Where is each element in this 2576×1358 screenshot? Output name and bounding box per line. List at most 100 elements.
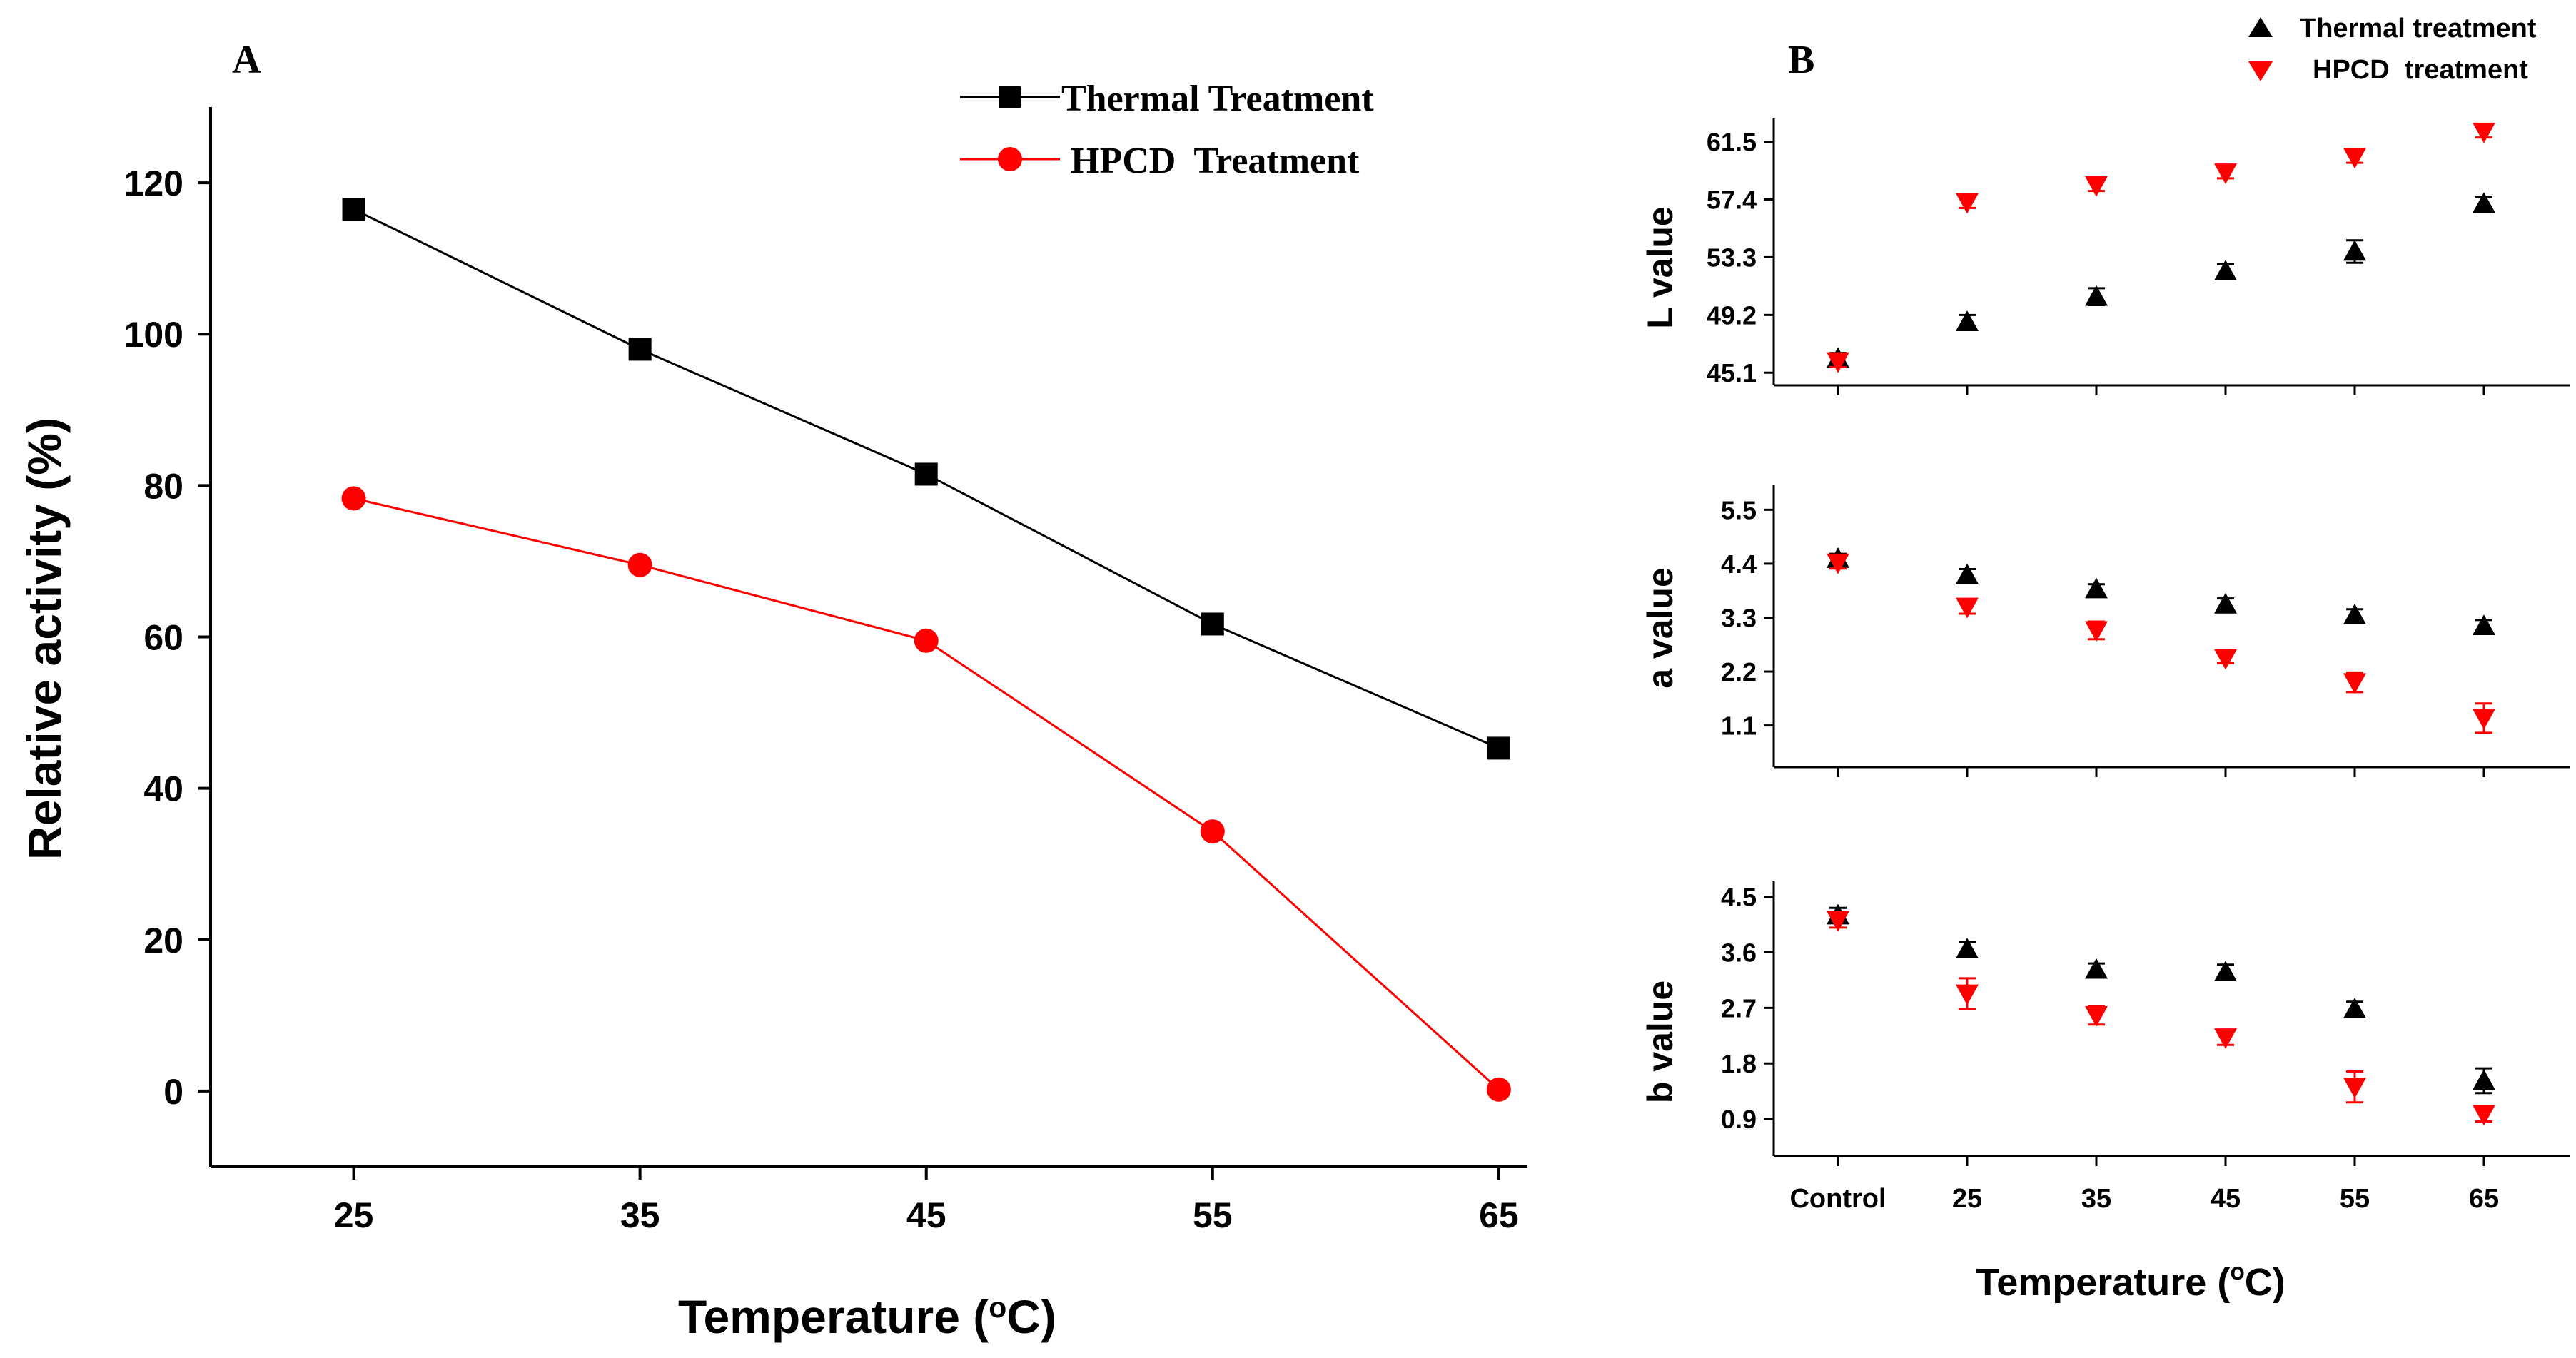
legend-label-hpcd-b: HPCD treatment: [2313, 55, 2528, 85]
panel-a: A 0 20 40 60 80 100 120 25 35 45 55 65 Temperature…: [18, 38, 1527, 1343]
y-tick-label: 0: [163, 1072, 183, 1112]
y-tick-label: 45.1: [1707, 358, 1757, 387]
data-point-thermal: [2085, 577, 2108, 599]
x-tick-label: 45: [906, 1195, 946, 1235]
x-tick-label: Control: [1789, 1184, 1886, 1214]
data-point-thermal: [1956, 563, 1979, 584]
y-tick-label: 1.1: [1721, 711, 1757, 741]
data-point-hpcd: [2085, 621, 2108, 642]
data-point-thermal: [914, 462, 938, 486]
data-point-hpcd: [1827, 352, 1849, 373]
y-tick-label: 1.8: [1721, 1049, 1757, 1078]
data-point-thermal: [2473, 192, 2495, 213]
data-point-thermal: [2473, 614, 2495, 635]
y-ticks-l: 45.1 49.2 53.3 57.4 61.5: [1707, 128, 1774, 387]
data-point-hpcd: [1956, 193, 1979, 214]
data-point-hpcd: [2473, 122, 2495, 143]
data-point-thermal: [2214, 961, 2237, 981]
data-point-thermal: [1956, 938, 1979, 958]
data-point-hpcd: [2214, 1028, 2237, 1049]
data-point-thermal: [342, 198, 365, 221]
data-point-hpcd: [341, 486, 366, 511]
data-point-thermal: [628, 338, 652, 361]
legend-a: Thermal Treatment HPCD Treatment: [960, 78, 1374, 181]
panel-label-a: A: [232, 38, 261, 82]
data-point-hpcd: [2473, 1105, 2495, 1126]
y-axis-title-b-value: b value: [1640, 981, 1680, 1103]
legend-label-thermal-a: Thermal Treatment: [1061, 78, 1374, 119]
y-tick-label: 40: [143, 769, 183, 809]
y-ticks-a-value: 1.1 2.2 3.3 4.4 5.5: [1721, 495, 1774, 741]
x-tick-label: 25: [1952, 1184, 1982, 1214]
x-tick-label: 35: [2081, 1184, 2111, 1214]
data-point-hpcd: [627, 552, 652, 577]
data-point-hpcd: [2343, 148, 2366, 169]
data-point-hpcd: [2214, 163, 2237, 184]
y-tick-label: 49.2: [1707, 300, 1757, 330]
y-ticks-b-value: 0.9 1.8 2.7 3.6 4.5: [1721, 883, 1774, 1134]
x-axis-title-b: Temperature (oC): [1976, 1259, 2285, 1304]
panel-label-b: B: [1788, 38, 1814, 82]
data-point-hpcd: [1956, 984, 1979, 1005]
y-ticks-a: 0 20 40 60 80 100 120: [124, 163, 211, 1112]
legend-label-thermal-b: Thermal treatment: [2300, 14, 2537, 44]
data-point-thermal: [1956, 310, 1979, 331]
x-ticks-a-value: [1837, 767, 2485, 777]
series-a-value: [1827, 547, 2495, 734]
data-point-thermal: [2214, 260, 2237, 280]
x-tick-label: 65: [1479, 1195, 1519, 1235]
y-tick-label: 3.6: [1721, 938, 1757, 967]
data-point-hpcd: [1200, 819, 1225, 844]
data-point-thermal: [1487, 736, 1510, 760]
legend-triangle-up-marker: [2248, 17, 2273, 37]
x-tick-label: 35: [620, 1195, 660, 1235]
y-axis-title-l: L value: [1640, 206, 1680, 328]
y-tick-label: 4.4: [1721, 549, 1757, 579]
data-point-hpcd: [2473, 709, 2495, 730]
subplot-l-value: 45.1 49.2 53.3 57.4 61.5 L value: [1640, 118, 2570, 395]
data-point-hpcd: [1486, 1077, 1511, 1102]
y-tick-label: 80: [143, 466, 183, 506]
x-tick-label: 25: [334, 1195, 374, 1235]
series-line-hpcd: [353, 497, 1500, 1090]
x-tick-label: 45: [2211, 1184, 2241, 1214]
data-point-thermal: [1201, 612, 1224, 636]
legend-square-marker: [999, 86, 1021, 108]
y-axis-title-a-value: a value: [1640, 567, 1680, 689]
data-point-hpcd: [1827, 911, 1849, 932]
data-point-hpcd: [1827, 553, 1849, 574]
data-point-thermal: [2214, 592, 2237, 614]
x-tick-label: 55: [1193, 1195, 1233, 1235]
series-a: [341, 198, 1511, 1102]
y-tick-label: 100: [124, 315, 183, 355]
y-tick-label: 53.3: [1707, 243, 1757, 272]
y-tick-label: 57.4: [1707, 185, 1757, 214]
legend-b: Thermal treatment HPCD treatment: [2248, 14, 2537, 85]
x-ticks-a: 25 35 45 55 65: [334, 1167, 1519, 1235]
data-point-hpcd: [2085, 176, 2108, 197]
x-tick-label: 65: [2469, 1184, 2499, 1214]
y-tick-label: 120: [124, 163, 183, 203]
y-axis-title-a: Relative activity (%): [18, 417, 71, 860]
data-point-thermal: [2085, 285, 2108, 306]
y-tick-label: 0.9: [1721, 1105, 1757, 1134]
data-point-thermal: [2473, 1069, 2495, 1090]
data-point-hpcd: [2214, 649, 2237, 670]
x-axis-title-a: Temperature (oC): [678, 1290, 1056, 1343]
y-tick-label: 61.5: [1707, 128, 1757, 157]
panel-b: B Thermal treatment HPCD treatment 45.14…: [1640, 14, 2570, 1304]
subplot-b-value: 0.9 1.8 2.7 3.6 4.5 b value Control 25 35 45 55 6…: [1640, 881, 2570, 1214]
x-tick-label: 55: [2340, 1184, 2370, 1214]
subplot-a-value: 1.1 2.2 3.3 4.4 5.5 a value: [1640, 485, 2570, 777]
data-point-hpcd: [2343, 1078, 2366, 1099]
y-tick-label: 3.3: [1721, 603, 1757, 632]
y-tick-label: 4.5: [1721, 883, 1757, 912]
y-tick-label: 2.7: [1721, 993, 1757, 1023]
legend-triangle-down-marker: [2248, 61, 2273, 81]
data-point-thermal: [2343, 604, 2366, 624]
data-point-hpcd: [914, 628, 939, 653]
data-point-hpcd: [1956, 597, 1979, 619]
y-tick-label: 60: [143, 618, 183, 658]
legend-circle-marker: [998, 147, 1022, 171]
y-tick-label: 20: [143, 921, 183, 961]
